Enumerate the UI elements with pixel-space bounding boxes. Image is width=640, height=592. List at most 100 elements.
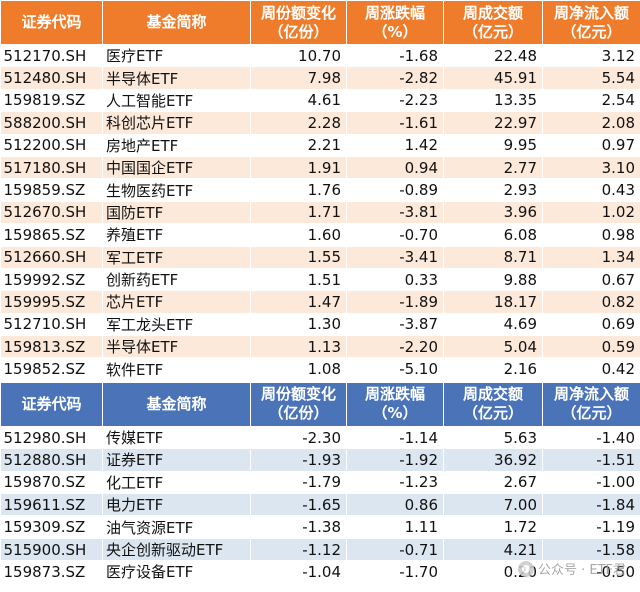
cell-net-inflow: 5.54 (542, 66, 640, 90)
cell-net-inflow: 0.69 (542, 313, 640, 337)
cell-fund-name: 养殖ETF (102, 223, 251, 247)
cell-net-inflow: -1.84 (542, 493, 640, 517)
table-row: 512980.SH 传媒ETF -2.30 -1.14 5.63 -1.40 (0, 426, 640, 450)
header-turnover: 周成交额 （亿元） (443, 0, 543, 45)
table-row: 512660.SH 军工ETF 1.55 -3.41 8.71 1.34 (0, 246, 640, 269)
cell-turnover: 22.97 (443, 111, 543, 135)
cell-share-change: 1.76 (250, 178, 347, 202)
cell-share-change: -1.04 (250, 560, 347, 584)
cell-code: 159995.SZ (0, 290, 103, 314)
cell-turnover: 2.67 (443, 471, 543, 495)
cell-fund-name: 创新药ETF (102, 268, 251, 292)
cell-net-inflow: 2.54 (542, 89, 640, 113)
cell-turnover: 13.35 (443, 89, 543, 113)
cell-turnover: 22.48 (443, 44, 543, 68)
cell-code: 159611.SZ (0, 493, 103, 517)
cell-share-change: -1.38 (250, 515, 347, 539)
cell-code: 512170.SH (0, 44, 103, 68)
cell-change-pct: -3.87 (346, 313, 444, 337)
cell-fund-name: 传媒ETF (102, 426, 251, 450)
cell-fund-name: 医疗ETF (102, 44, 251, 68)
watermark: 公众号 · ETF君 (517, 559, 626, 578)
cell-change-pct: -0.70 (346, 223, 444, 247)
table-row: 512710.SH 军工龙头ETF 1.30 -3.87 4.69 0.69 (0, 313, 640, 337)
table-row: 159309.SZ 油气资源ETF -1.38 1.11 1.72 -1.19 (0, 515, 640, 539)
cell-share-change: 1.55 (250, 246, 347, 269)
wechat-icon (517, 560, 534, 577)
cell-share-change: 2.21 (250, 134, 347, 157)
cell-net-inflow: -1.19 (542, 515, 640, 539)
header-share-change: 周份额变化 （亿份） (250, 381, 347, 427)
cell-net-inflow: -1.51 (542, 448, 640, 472)
cell-code: 159819.SZ (0, 89, 103, 113)
cell-share-change: -1.12 (250, 538, 347, 562)
cell-share-change: 10.70 (250, 44, 347, 68)
cell-share-change: 1.71 (250, 201, 347, 225)
cell-code: 159873.SZ (0, 560, 103, 584)
cell-share-change: -2.30 (250, 426, 347, 450)
top-table-body: 512170.SH 医疗ETF 10.70 -1.68 22.48 3.12 512480.… (0, 44, 640, 381)
cell-share-change: 1.91 (250, 156, 347, 180)
cell-turnover: 4.21 (443, 538, 543, 562)
cell-change-pct: 0.33 (346, 268, 444, 292)
cell-code: 512660.SH (0, 246, 103, 269)
table-row: 512200.SH 房地产ETF 2.21 1.42 9.95 0.97 (0, 134, 640, 157)
watermark-text: 公众号 · ETF君 (537, 563, 626, 578)
cell-net-inflow: 1.34 (542, 246, 640, 269)
header-change-pct: 周涨跌幅 （%） (346, 0, 444, 45)
table-row: 159813.SZ 半导体ETF 1.13 -2.20 5.04 0.59 (0, 335, 640, 359)
cell-fund-name: 人工智能ETF (102, 89, 251, 113)
cell-share-change: 1.30 (250, 313, 347, 337)
cell-fund-name: 半导体ETF (102, 66, 251, 90)
table-row: 159859.SZ 生物医药ETF 1.76 -0.89 2.93 0.43 (0, 178, 640, 202)
cell-code: 159870.SZ (0, 471, 103, 495)
table-row: 159611.SZ 电力ETF -1.65 0.86 7.00 -1.84 (0, 493, 640, 517)
cell-fund-name: 油气资源ETF (102, 515, 251, 539)
bottom-table-body: 512980.SH 传媒ETF -2.30 -1.14 5.63 -1.40 512880.… (0, 426, 640, 584)
cell-fund-name: 医疗设备ETF (102, 560, 251, 584)
cell-code: 512670.SH (0, 201, 103, 225)
cell-net-inflow: 1.02 (542, 201, 640, 225)
cell-change-pct: 0.86 (346, 493, 444, 517)
cell-fund-name: 电力ETF (102, 493, 251, 517)
cell-net-inflow: 0.59 (542, 335, 640, 359)
cell-turnover: 3.96 (443, 201, 543, 225)
cell-change-pct: -2.23 (346, 89, 444, 113)
cell-share-change: 1.13 (250, 335, 347, 359)
cell-code: 159813.SZ (0, 335, 103, 359)
cell-turnover: 9.95 (443, 134, 543, 157)
table-row: 517180.SH 中国国企ETF 1.91 0.94 2.77 3.10 (0, 156, 640, 180)
cell-change-pct: 1.42 (346, 134, 444, 157)
table-row: 159995.SZ 芯片ETF 1.47 -1.89 18.17 0.82 (0, 290, 640, 314)
table-row: 588200.SH 科创芯片ETF 2.28 -1.61 22.97 2.08 (0, 111, 640, 135)
cell-share-change: 1.47 (250, 290, 347, 314)
cell-code: 159309.SZ (0, 515, 103, 539)
header-name: 基金简称 (102, 381, 251, 427)
table-row: 159819.SZ 人工智能ETF 4.61 -2.23 13.35 2.54 (0, 89, 640, 113)
cell-change-pct: -3.41 (346, 246, 444, 269)
cell-change-pct: -3.81 (346, 201, 444, 225)
cell-fund-name: 生物医药ETF (102, 178, 251, 202)
cell-share-change: 1.08 (250, 357, 347, 381)
cell-change-pct: 0.94 (346, 156, 444, 180)
cell-net-inflow: -1.00 (542, 471, 640, 495)
cell-turnover: 2.16 (443, 357, 543, 381)
header-turnover: 周成交额 （亿元） (443, 381, 543, 427)
cell-share-change: 2.28 (250, 111, 347, 135)
cell-change-pct: -0.71 (346, 538, 444, 562)
cell-fund-name: 中国国企ETF (102, 156, 251, 180)
cell-change-pct: -1.14 (346, 426, 444, 450)
cell-fund-name: 军工龙头ETF (102, 313, 251, 337)
cell-fund-name: 证券ETF (102, 448, 251, 472)
cell-turnover: 2.93 (443, 178, 543, 202)
header-net-inflow: 周净流入额 （亿元） (542, 0, 640, 45)
cell-change-pct: -5.10 (346, 357, 444, 381)
cell-turnover: 5.04 (443, 335, 543, 359)
cell-net-inflow: 0.82 (542, 290, 640, 314)
bottom-table-header: 证券代码 基金简称 周份额变化 （亿份） 周涨跌幅 （%） 周成交额 （亿元） 周净流… (0, 381, 640, 427)
cell-code: 159852.SZ (0, 357, 103, 381)
cell-change-pct: -1.68 (346, 44, 444, 68)
cell-turnover: 7.00 (443, 493, 543, 517)
cell-fund-name: 软件ETF (102, 357, 251, 381)
